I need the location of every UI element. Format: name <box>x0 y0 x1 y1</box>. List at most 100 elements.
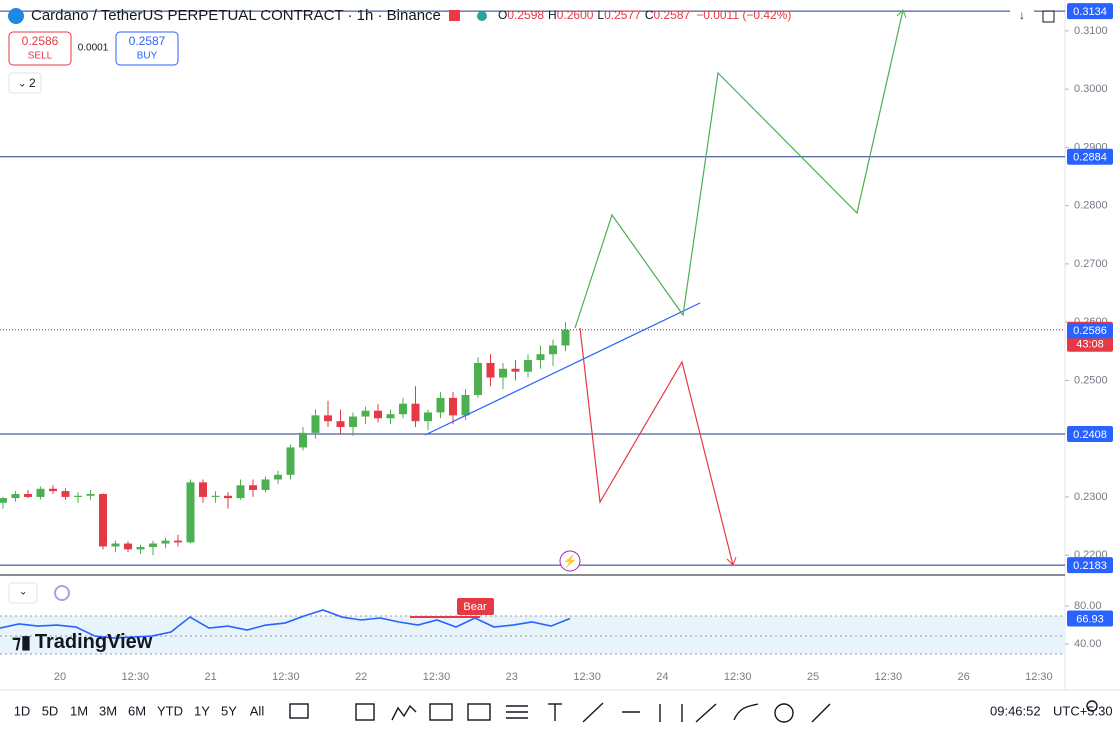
candle-body <box>111 543 120 547</box>
download-button[interactable] <box>1010 5 1034 27</box>
candle-body <box>149 543 157 548</box>
path-tool[interactable] <box>391 704 417 721</box>
indicator-count: 2 <box>29 76 36 90</box>
y-tick-label: 0.2800 <box>1074 200 1108 212</box>
bull-projection[interactable] <box>574 9 904 329</box>
candle-body <box>86 494 95 496</box>
range-button[interactable]: 1M <box>70 703 88 718</box>
measure-tool[interactable] <box>774 703 794 723</box>
download-glyph: ↓ <box>1019 8 1025 22</box>
candle-body <box>349 416 357 428</box>
candle-body <box>274 474 282 480</box>
level-label: 0.2408 <box>1073 429 1107 441</box>
x-tick-label: 12:30 <box>724 671 752 683</box>
range-button[interactable]: 3M <box>99 703 117 718</box>
projection-tool[interactable] <box>695 703 717 723</box>
trend-tool[interactable] <box>582 702 604 723</box>
candle-body <box>224 495 232 499</box>
candle-body <box>436 397 445 413</box>
y-tick-label: 80.00 <box>1074 600 1102 612</box>
fib-tool[interactable] <box>429 703 453 721</box>
bear-projection[interactable] <box>579 327 734 566</box>
sell-button[interactable] <box>8 31 72 66</box>
candle-body <box>261 479 270 490</box>
status-dot <box>477 11 487 21</box>
candle-body <box>24 494 32 497</box>
level-tag <box>1067 148 1113 165</box>
logo[interactable]: ⁊▮ TradingView <box>12 631 153 653</box>
brush-tool[interactable] <box>733 703 759 721</box>
rsi-tag <box>1067 610 1113 627</box>
candle-body <box>161 540 170 544</box>
y-tick-label: 0.2300 <box>1074 491 1108 503</box>
candle-body <box>461 394 470 416</box>
arrow-tool[interactable] <box>811 703 831 723</box>
toolbar <box>0 690 1120 730</box>
candle-body <box>386 414 395 419</box>
buy-button[interactable] <box>115 31 179 66</box>
buy-label: BUY <box>137 51 158 62</box>
symbol-title[interactable]: Cardano / TetherUS PERPETUAL CONTRACT · … <box>31 7 441 24</box>
indicator-icon[interactable] <box>54 585 70 601</box>
candle-body <box>361 410 370 417</box>
buy-price: 0.2587 <box>129 34 166 48</box>
position-tool[interactable] <box>467 703 491 721</box>
candle-body <box>49 488 57 492</box>
rsi-line <box>0 609 571 639</box>
candle-body <box>424 412 432 422</box>
candle-body <box>174 540 182 543</box>
range-button[interactable]: YTD <box>157 703 183 718</box>
indicators-toggle[interactable] <box>8 72 42 94</box>
spread: 0.0001 <box>78 43 109 54</box>
candle-body <box>374 410 382 419</box>
bid-label: 0.2586 <box>1073 325 1107 337</box>
range-button[interactable]: All <box>250 703 265 718</box>
candle-body <box>449 397 457 416</box>
y-tick-label: 0.2500 <box>1074 374 1108 386</box>
countdown: 43:08 <box>1076 339 1104 351</box>
date-range-tool[interactable] <box>289 703 309 719</box>
x-tick-label: 12:30 <box>875 671 903 683</box>
candle-body <box>136 547 145 550</box>
range-button[interactable]: 1Y <box>194 703 210 718</box>
candle-body <box>324 415 332 422</box>
candle-body <box>236 485 245 499</box>
x-tick-label: 12:30 <box>1025 671 1053 683</box>
candle-body <box>299 432 307 448</box>
y-tick-label: 40.00 <box>1074 638 1102 650</box>
candle-body <box>399 403 407 415</box>
rsi-last-label: 66.93 <box>1076 613 1104 625</box>
signal-tag <box>457 598 494 615</box>
trend-line[interactable] <box>424 302 701 436</box>
arrow-head <box>726 556 737 566</box>
range-button[interactable]: 5D <box>42 703 59 718</box>
fullscreen-button[interactable] <box>1042 10 1055 23</box>
x-tick-label: 26 <box>957 671 969 683</box>
x-tick-label: 12:30 <box>122 671 150 683</box>
range-button[interactable]: 6M <box>128 703 146 718</box>
flag-icon[interactable] <box>449 10 460 21</box>
level-label: 0.2183 <box>1073 560 1107 572</box>
range-button[interactable]: 5Y <box>221 703 237 718</box>
candle-body <box>474 362 482 395</box>
candle-body <box>486 362 495 378</box>
candle-body <box>336 421 345 428</box>
rect-tool[interactable] <box>355 703 375 721</box>
y-tick-label: 0.3000 <box>1074 83 1108 95</box>
event-icon[interactable] <box>559 550 581 572</box>
candle-body <box>124 543 132 550</box>
range-button[interactable]: 1D <box>14 703 31 718</box>
x-tick-label: 20 <box>54 671 66 683</box>
settings-button[interactable] <box>1086 700 1098 712</box>
candle-body <box>249 485 257 490</box>
level-label: 0.2884 <box>1073 152 1107 164</box>
timezone[interactable]: UTC+5:30 <box>1053 703 1113 718</box>
chevron: ⌄ <box>19 587 27 598</box>
candle-body <box>549 345 557 355</box>
candle-body <box>499 368 507 378</box>
candle-body <box>74 495 82 497</box>
x-tick-label: 12:30 <box>423 671 451 683</box>
clock: 09:46:52 <box>990 703 1041 718</box>
pane-toggle[interactable] <box>8 582 38 604</box>
